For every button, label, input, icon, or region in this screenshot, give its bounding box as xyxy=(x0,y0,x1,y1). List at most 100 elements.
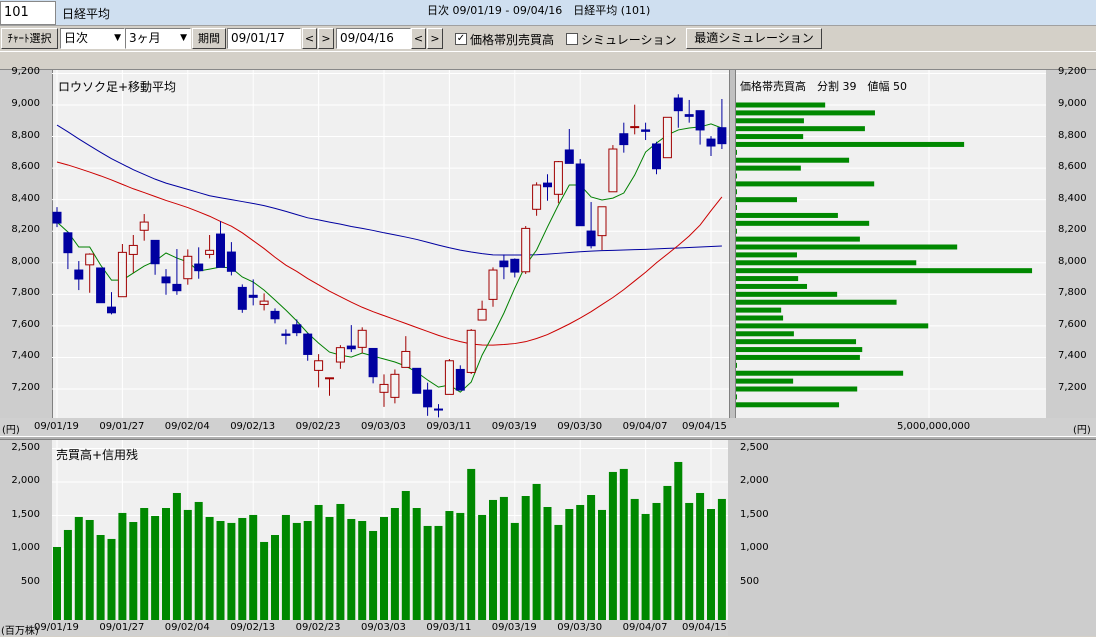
volume-bar xyxy=(619,468,628,620)
date-tick: 09/03/03 xyxy=(361,421,406,432)
period-button[interactable]: 期間 xyxy=(192,28,226,49)
ma-long-line xyxy=(56,124,722,256)
date-tick: 09/04/07 xyxy=(622,622,668,633)
candle-down xyxy=(107,306,116,314)
volume-bar xyxy=(369,530,378,620)
date-tick: 09/03/19 xyxy=(491,622,537,633)
simulation-checkbox[interactable] xyxy=(566,33,578,45)
candle-down xyxy=(575,163,585,227)
candle-down xyxy=(150,239,160,265)
price-band-bar xyxy=(736,197,797,203)
candle-down xyxy=(248,294,258,298)
price-tick-right: 8,600 xyxy=(1058,161,1087,173)
candle-up xyxy=(444,360,454,395)
volume-bar xyxy=(85,519,94,620)
candle-down xyxy=(346,345,356,350)
volume-bar xyxy=(347,518,356,620)
price-band-bar xyxy=(736,110,875,116)
price-tick-left: 7,400 xyxy=(11,350,40,362)
volume-bar xyxy=(576,504,585,620)
volume-axis-right xyxy=(728,440,1096,636)
date-tick: 09/03/11 xyxy=(426,421,472,432)
volume-bar xyxy=(543,506,552,620)
candle-up xyxy=(553,161,563,195)
price-tick-right: 8,200 xyxy=(1058,224,1087,236)
price-band-bar xyxy=(736,339,857,345)
optimal-simulation-button[interactable]: 最適シミュレーション xyxy=(686,28,822,49)
date-tick: 09/02/04 xyxy=(164,421,210,432)
volume-bar xyxy=(172,492,181,620)
volume-bar xyxy=(129,521,138,620)
volume-tick-left: 500 xyxy=(20,575,40,587)
panel-splitter[interactable] xyxy=(729,70,736,436)
price-band-bar xyxy=(736,323,929,329)
chevron-down-icon: ▼ xyxy=(180,33,187,43)
volume-bar xyxy=(456,512,465,620)
ma-short-line xyxy=(56,123,723,393)
volume-bar xyxy=(292,522,301,620)
price-band-bar xyxy=(736,347,863,353)
volume-bar xyxy=(303,520,312,620)
candle-up xyxy=(117,251,127,298)
price-band-volume-label[interactable]: 価格帯別売買高 xyxy=(470,33,555,47)
candle-down xyxy=(237,286,247,310)
volume-bar xyxy=(608,471,617,620)
candle-up xyxy=(139,221,149,231)
price-band-bar xyxy=(736,236,860,242)
candle-down xyxy=(499,260,509,268)
volume-bar xyxy=(271,534,279,620)
price-tick-right: 7,400 xyxy=(1058,350,1087,362)
price-tick-right: 7,800 xyxy=(1058,287,1087,299)
chart-select-button[interactable]: ﾁｬｰﾄ選択 xyxy=(1,28,58,49)
candle-down xyxy=(226,251,236,272)
price-band-bar xyxy=(736,228,737,234)
end-date-input[interactable]: 09/04/16 xyxy=(336,28,411,49)
start-date-prev-button[interactable]: < xyxy=(302,28,317,49)
price-band-bar xyxy=(736,244,958,250)
volume-bar xyxy=(598,509,606,620)
start-date-input[interactable]: 09/01/17 xyxy=(227,28,301,49)
candle-down xyxy=(652,143,661,170)
price-tick-right: 8,400 xyxy=(1058,192,1087,204)
end-date-next-button[interactable]: > xyxy=(427,28,443,49)
date-tick: 09/01/19 xyxy=(34,622,79,633)
toolbar: ﾁｬｰﾄ選択 日次 ▼ 3ヶ月 ▼ 期間 09/01/17 < > 09/04/16… xyxy=(0,26,1096,51)
price-tick-right: 8,000 xyxy=(1058,255,1087,267)
candlestick-panel-title: ロウソク足+移動平均 xyxy=(58,80,177,94)
candle-down xyxy=(412,367,422,394)
candle-up xyxy=(183,255,193,280)
candle-down xyxy=(619,133,629,146)
price-tick-left: 8,800 xyxy=(11,129,40,141)
end-date-prev-button[interactable]: < xyxy=(411,28,426,49)
date-tick: 09/02/13 xyxy=(230,622,276,633)
panel-divider[interactable] xyxy=(0,436,1096,440)
volume-bar xyxy=(281,514,290,620)
range-select[interactable]: 3ヶ月 ▼ xyxy=(125,28,191,49)
price-tick-right: 9,000 xyxy=(1058,98,1087,109)
symbol-code-input[interactable]: 101 xyxy=(0,1,56,25)
volume-bar xyxy=(140,507,149,620)
date-tick: 09/03/30 xyxy=(557,622,603,633)
candle-down xyxy=(270,310,280,320)
volume-bar xyxy=(521,496,530,620)
simulation-label[interactable]: シミュレーション xyxy=(581,33,677,47)
candle-up xyxy=(325,377,334,380)
candle-up xyxy=(488,269,498,300)
price-unit-left: (円) xyxy=(2,425,20,436)
volume-bar xyxy=(630,498,639,620)
interval-value: 日次 xyxy=(64,31,89,45)
volume-bar xyxy=(554,524,563,620)
date-tick: 09/02/04 xyxy=(164,622,210,633)
price-tick-left: 7,600 xyxy=(11,318,40,330)
chart-title: 日次 09/01/19 - 09/04/16 日経平均 (101) xyxy=(427,4,651,17)
volume-bar xyxy=(674,461,683,620)
interval-select[interactable]: 日次 ▼ xyxy=(60,28,125,49)
range-value: 3ヶ月 xyxy=(129,31,161,45)
price-band-volume-checkbox[interactable]: ✓ xyxy=(455,33,467,45)
candle-up xyxy=(597,206,607,237)
candle-up xyxy=(85,253,95,266)
candle-down xyxy=(368,347,378,378)
start-date-next-button[interactable]: > xyxy=(318,28,334,49)
volume-bar xyxy=(238,517,247,620)
price-band-bar xyxy=(736,212,838,218)
